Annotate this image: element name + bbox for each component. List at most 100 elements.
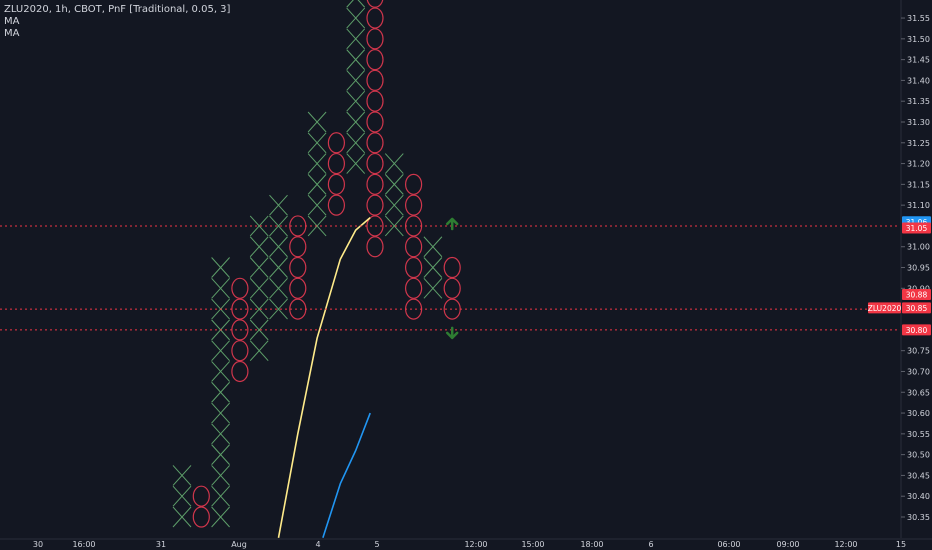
indicator-ma-2[interactable]: MA xyxy=(4,28,20,39)
symbol-price-tag[interactable]: ZLU2020 xyxy=(868,304,902,313)
price-label-bg xyxy=(902,324,931,336)
arrow-down-icon xyxy=(445,326,459,340)
x-stroke xyxy=(346,153,366,174)
x-stroke xyxy=(172,485,192,507)
x-box xyxy=(249,298,269,320)
x-tick-label: 15 xyxy=(896,540,906,549)
y-tick-label: 30.35 xyxy=(907,513,930,522)
arrow-up-icon xyxy=(445,217,459,231)
x-tick-label: 5 xyxy=(374,540,379,549)
y-tick-label: 30.75 xyxy=(907,347,930,356)
x-stroke xyxy=(307,174,327,195)
x-stroke xyxy=(249,257,269,278)
price-axis: 31.55 31.50 31.45 31.40 31.35 31.30 31.25 31.20… xyxy=(900,0,930,540)
x-box xyxy=(211,485,230,507)
o-box xyxy=(366,49,384,71)
y-tick-label: 30.60 xyxy=(907,409,930,418)
x-stroke xyxy=(384,194,404,216)
moving-average-line-2[interactable] xyxy=(322,412,371,539)
x-tick-label: 12:00 xyxy=(464,540,487,549)
price-label-bg xyxy=(902,222,931,234)
x-stroke xyxy=(423,236,443,258)
y-tick-label: 31.10 xyxy=(907,201,930,210)
x-box xyxy=(384,153,404,174)
x-stroke xyxy=(211,485,230,507)
x-box xyxy=(211,402,230,424)
x-stroke xyxy=(269,236,288,258)
o-box xyxy=(327,194,345,216)
o-box xyxy=(405,298,423,320)
x-box xyxy=(423,277,443,299)
x-stroke xyxy=(307,111,327,133)
x-stroke xyxy=(249,340,269,362)
price-label[interactable]: 30.85 xyxy=(906,304,928,313)
o-box xyxy=(366,152,384,175)
x-box xyxy=(211,465,230,486)
price-label[interactable]: 31.05 xyxy=(906,224,928,233)
price-label[interactable]: 30.80 xyxy=(906,326,928,335)
y-tick-label: 30.45 xyxy=(907,471,930,480)
x-stroke xyxy=(346,49,366,70)
x-box xyxy=(249,277,269,299)
price-label-bg xyxy=(902,302,931,314)
x-stroke xyxy=(346,90,366,112)
x-stroke xyxy=(211,381,230,403)
x-stroke xyxy=(384,174,404,195)
o-box xyxy=(405,236,423,258)
o-box xyxy=(289,256,307,279)
x-stroke xyxy=(346,132,366,154)
x-box xyxy=(269,277,288,299)
y-tick-label: 30.40 xyxy=(907,492,930,501)
x-stroke xyxy=(423,277,443,299)
x-box xyxy=(249,257,269,278)
price-label[interactable]: 31.06 xyxy=(906,218,928,227)
o-box xyxy=(192,506,210,528)
o-box xyxy=(366,69,384,92)
x-box xyxy=(269,257,288,278)
x-stroke xyxy=(346,0,354,8)
x-tick-label: 31 xyxy=(156,540,166,549)
o-box xyxy=(231,360,249,383)
x-tick-label: 09:00 xyxy=(776,540,799,549)
x-box xyxy=(211,381,230,403)
o-box xyxy=(405,256,423,279)
y-tick-label: 31.40 xyxy=(907,76,930,85)
chart-legend: ZLU2020, 1h, CBOT, PnF [Traditional, 0.0… xyxy=(4,4,230,40)
x-box xyxy=(172,465,192,486)
o-box xyxy=(289,298,307,320)
o-box xyxy=(366,173,384,195)
o-box xyxy=(231,277,249,299)
x-stroke xyxy=(357,0,366,8)
x-stroke xyxy=(211,257,230,278)
y-tick-label: 31.50 xyxy=(907,35,930,44)
y-tick-label: 30.70 xyxy=(907,367,930,376)
x-stroke xyxy=(346,28,366,50)
o-box xyxy=(366,0,384,8)
x-box xyxy=(384,215,404,237)
x-stroke xyxy=(269,298,288,320)
y-tick-label: 31.15 xyxy=(907,180,930,189)
reversal-arrows xyxy=(445,217,459,340)
price-label-bg xyxy=(868,302,901,314)
o-box xyxy=(289,236,307,258)
moving-average-line-1[interactable] xyxy=(277,216,371,538)
x-box xyxy=(249,319,269,341)
x-box xyxy=(269,194,288,216)
x-box xyxy=(211,423,230,445)
x-stroke xyxy=(269,194,288,216)
price-label[interactable]: 30.88 xyxy=(906,291,928,300)
x-box xyxy=(423,257,443,278)
o-box xyxy=(231,340,249,362)
x-stroke xyxy=(211,402,230,424)
symbol-title[interactable]: ZLU2020, 1h, CBOT, PnF [Traditional, 0.0… xyxy=(4,4,231,15)
indicator-ma-1[interactable]: MA xyxy=(4,16,20,27)
pnf-boxes xyxy=(172,0,461,528)
y-tick-label: 30.50 xyxy=(907,451,930,460)
x-stroke xyxy=(249,236,269,258)
x-box xyxy=(384,174,404,195)
x-box xyxy=(307,153,327,174)
o-box xyxy=(405,277,423,299)
x-box xyxy=(249,236,269,258)
